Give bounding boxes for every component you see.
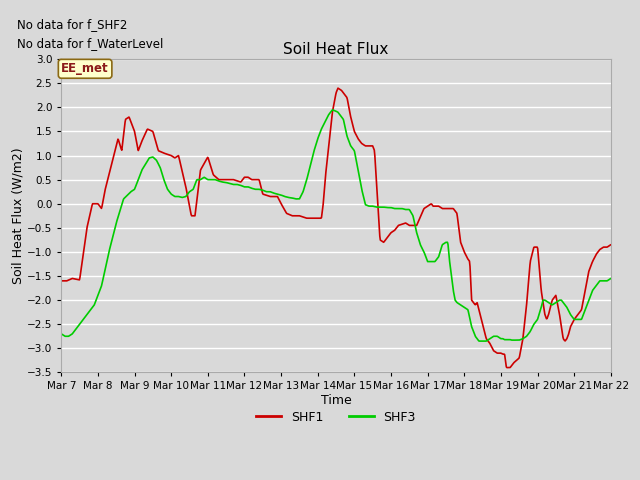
- Text: No data for f_SHF2: No data for f_SHF2: [17, 18, 128, 31]
- SHF1: [486, 341, 494, 347]
- Line: SHF1: SHF1: [61, 88, 611, 368]
- SHF3: [435, 252, 443, 258]
- SHF3: [607, 276, 614, 281]
- SHF1: [503, 365, 511, 371]
- Text: No data for f_WaterLevel: No data for f_WaterLevel: [17, 37, 164, 50]
- SHF1: [607, 242, 614, 248]
- SHF3: [113, 216, 121, 222]
- SHF1: [497, 350, 504, 356]
- Title: Soil Heat Flux: Soil Heat Flux: [284, 42, 388, 57]
- Line: SHF3: SHF3: [61, 110, 611, 341]
- SHF3: [58, 331, 65, 337]
- SHF3: [329, 107, 337, 113]
- SHF3: [476, 338, 483, 344]
- SHF3: [497, 336, 505, 341]
- SHF1: [334, 85, 342, 91]
- SHF1: [58, 278, 65, 284]
- Legend: SHF1, SHF3: SHF1, SHF3: [251, 406, 421, 429]
- SHF1: [435, 204, 443, 209]
- SHF3: [487, 335, 495, 341]
- X-axis label: Time: Time: [321, 394, 351, 407]
- Text: EE_met: EE_met: [61, 62, 109, 75]
- SHF1: [300, 214, 307, 220]
- SHF3: [280, 193, 287, 199]
- SHF3: [300, 188, 307, 194]
- SHF1: [113, 138, 121, 144]
- Y-axis label: Soil Heat Flux (W/m2): Soil Heat Flux (W/m2): [11, 147, 24, 284]
- SHF1: [280, 205, 287, 211]
